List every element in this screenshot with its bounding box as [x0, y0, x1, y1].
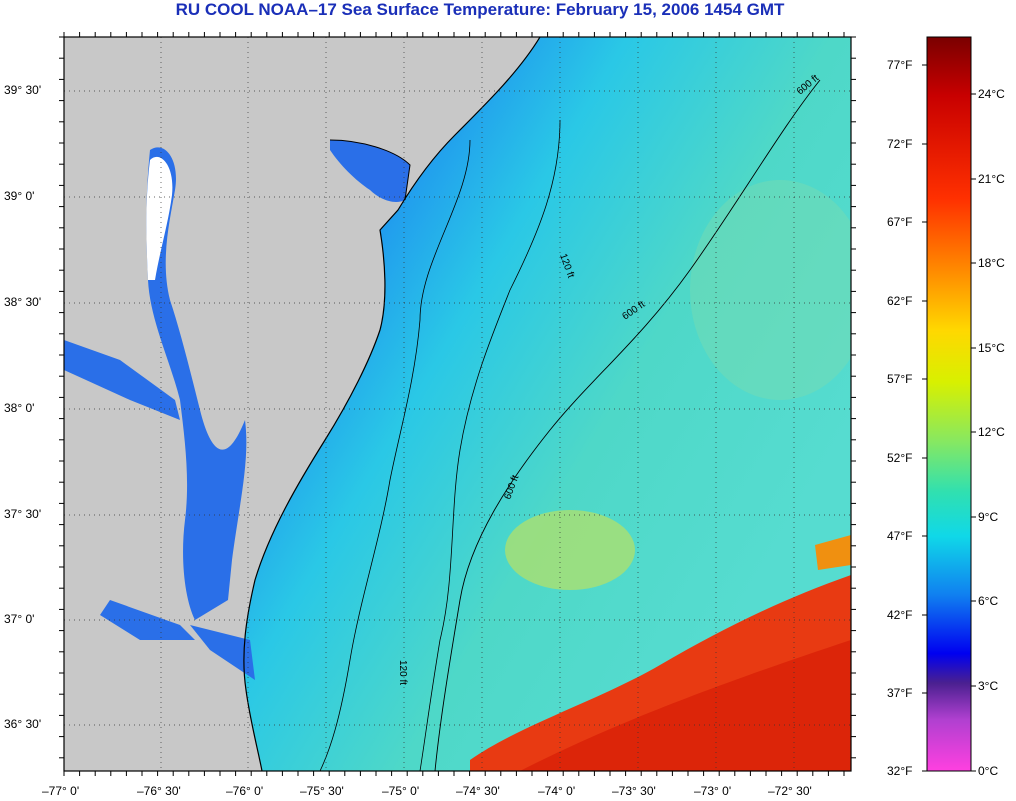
- colorbar-ticks: [922, 64, 976, 772]
- lon-label-74-30: –74° 30': [456, 784, 500, 798]
- cb-c-24: 24°C: [978, 87, 1005, 101]
- land-mass: [64, 37, 540, 771]
- cb-f-57: 57°F: [887, 372, 913, 386]
- chesapeake-bay: [146, 147, 247, 621]
- lon-label-74-0: –74° 0': [538, 784, 576, 798]
- contour-600ft: [434, 79, 821, 771]
- lat-label-38-0: 38° 0': [4, 401, 35, 415]
- cb-c-3: 3°C: [978, 679, 999, 693]
- cb-c-0: 0°C: [978, 764, 999, 778]
- contour-label-120-south: 120 ft: [397, 660, 408, 685]
- lon-label-72-30: –72° 30': [768, 784, 812, 798]
- lon-label-77-0: –77° 0': [42, 784, 80, 798]
- colorbar: [926, 36, 972, 772]
- cb-c-6: 6°C: [978, 594, 999, 608]
- lat-label-39-30: 39° 30': [4, 83, 42, 97]
- contour-120ft: [319, 139, 471, 771]
- lat-label-37-0: 37° 0': [4, 612, 35, 626]
- cb-f-72: 72°F: [887, 137, 913, 151]
- lon-label-73-0: –73° 0': [694, 784, 732, 798]
- warm-shelf-water: [690, 180, 851, 400]
- lat-label-37-30: 37° 30': [4, 507, 42, 521]
- map-frame: [63, 36, 852, 772]
- cb-c-18: 18°C: [978, 256, 1005, 270]
- cb-f-42: 42°F: [887, 608, 913, 622]
- no-data-area: [146, 156, 173, 280]
- lon-label-75-0: –75° 0': [382, 784, 420, 798]
- graticule: [64, 37, 851, 771]
- cb-f-77: 77°F: [887, 58, 913, 72]
- lat-label-38-30: 38° 30': [4, 295, 42, 309]
- lon-label-76-0: –76° 0': [226, 784, 264, 798]
- lat-label-39-0: 39° 0': [4, 189, 35, 203]
- cb-f-32: 32°F: [887, 764, 913, 778]
- cb-c-15: 15°C: [978, 341, 1005, 355]
- cb-f-67: 67°F: [887, 215, 913, 229]
- coastline: [243, 37, 541, 771]
- warm-eddy: [505, 510, 635, 590]
- lon-label-73-30: –73° 30': [612, 784, 656, 798]
- lon-label-75-30: –75° 30': [300, 784, 344, 798]
- cb-c-21: 21°C: [978, 172, 1005, 186]
- axis-ticks: [59, 32, 856, 776]
- delaware-bay: [330, 140, 410, 202]
- cb-f-62: 62°F: [887, 294, 913, 308]
- cb-c-9: 9°C: [978, 510, 999, 524]
- lat-label-36-30: 36° 30': [4, 717, 42, 731]
- lon-label-76-30: –76° 30': [137, 784, 181, 798]
- cb-f-47: 47°F: [887, 529, 913, 543]
- cb-f-52: 52°F: [887, 451, 913, 465]
- cb-c-12: 12°C: [978, 425, 1005, 439]
- map-title: RU COOL NOAA–17 Sea Surface Temperature:…: [175, 0, 785, 19]
- cb-f-37: 37°F: [887, 686, 913, 700]
